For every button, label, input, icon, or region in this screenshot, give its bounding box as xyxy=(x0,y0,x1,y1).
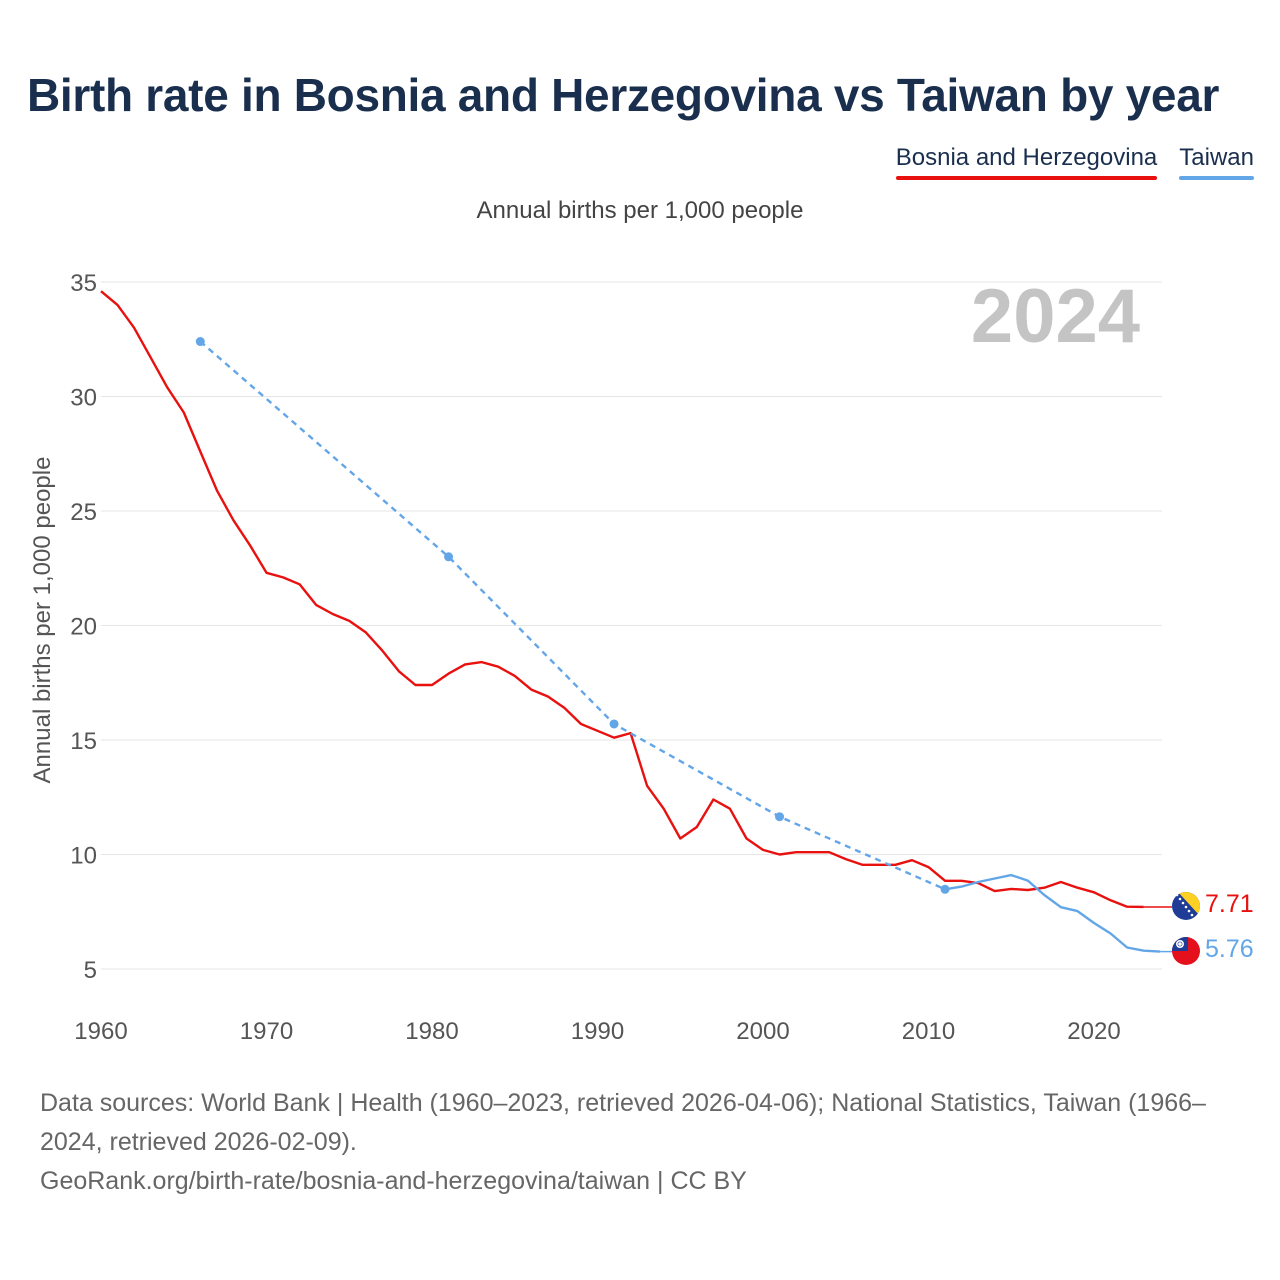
y-tick-label: 35 xyxy=(70,270,97,297)
series-line-bosnia xyxy=(100,290,1144,909)
legend-item-taiwan[interactable]: Taiwan xyxy=(1179,144,1254,180)
x-tick-label: 1970 xyxy=(240,1018,293,1045)
line-chart: 5 10 15 20 25 30 35 1960 1970 1980 1990 2000 2010 20… xyxy=(29,270,1254,1045)
x-tick-label: 1980 xyxy=(405,1018,458,1045)
x-axis-ticks: 1960 1970 1980 1990 2000 2010 2020 xyxy=(74,1018,1120,1045)
data-point-taiwan xyxy=(940,884,950,894)
x-tick-label: 2020 xyxy=(1067,1018,1120,1045)
legend-label-taiwan: Taiwan xyxy=(1179,144,1254,171)
data-point-taiwan xyxy=(195,337,205,347)
x-tick-label: 2000 xyxy=(736,1018,789,1045)
y-tick-label: 30 xyxy=(70,385,97,412)
legend-item-bosnia[interactable]: Bosnia and Herzegovina xyxy=(895,144,1158,180)
y-tick-label: 25 xyxy=(70,499,97,526)
gridlines xyxy=(101,281,1162,970)
bosnia-flag-icon xyxy=(1172,892,1200,920)
data-point-taiwan xyxy=(609,719,619,729)
legend: Bosnia and Herzegovina Taiwan xyxy=(895,144,1254,180)
taiwan-end-value: 5.76 xyxy=(1205,935,1254,963)
footer: Data sources: World Bank | Health (1960–… xyxy=(40,1084,1250,1201)
legend-swatch-bosnia xyxy=(895,176,1158,180)
year-watermark: 2024 xyxy=(971,274,1140,359)
x-tick-label: 1960 xyxy=(74,1018,127,1045)
x-tick-label: 1990 xyxy=(571,1018,624,1045)
series-line-taiwan xyxy=(944,873,1161,953)
y-tick-label: 10 xyxy=(70,843,97,870)
y-tick-label: 5 xyxy=(84,957,97,984)
taiwan-flag-icon xyxy=(1172,937,1200,965)
x-tick-label: 2010 xyxy=(902,1018,955,1045)
y-axis-ticks: 5 10 15 20 25 30 35 xyxy=(70,270,97,984)
legend-swatch-taiwan xyxy=(1179,176,1254,180)
y-tick-label: 15 xyxy=(70,728,97,755)
bosnia-end-value: 7.71 xyxy=(1205,890,1254,918)
y-axis-label: Annual births per 1,000 people xyxy=(29,457,56,784)
source-link[interactable]: GeoRank.org/birth-rate/bosnia-and-herzeg… xyxy=(40,1167,747,1195)
chart-title: Birth rate in Bosnia and Herzegovina vs … xyxy=(27,69,1220,121)
series-group xyxy=(100,290,1172,953)
data-point-taiwan xyxy=(775,812,785,822)
legend-label-bosnia: Bosnia and Herzegovina xyxy=(895,144,1158,171)
data-point-taiwan xyxy=(444,552,454,562)
chart-subtitle: Annual births per 1,000 people xyxy=(476,197,804,224)
series-dashed-taiwan xyxy=(199,340,946,891)
y-tick-label: 20 xyxy=(70,614,97,641)
data-sources: Data sources: World Bank | Health (1960–… xyxy=(40,1089,1206,1156)
